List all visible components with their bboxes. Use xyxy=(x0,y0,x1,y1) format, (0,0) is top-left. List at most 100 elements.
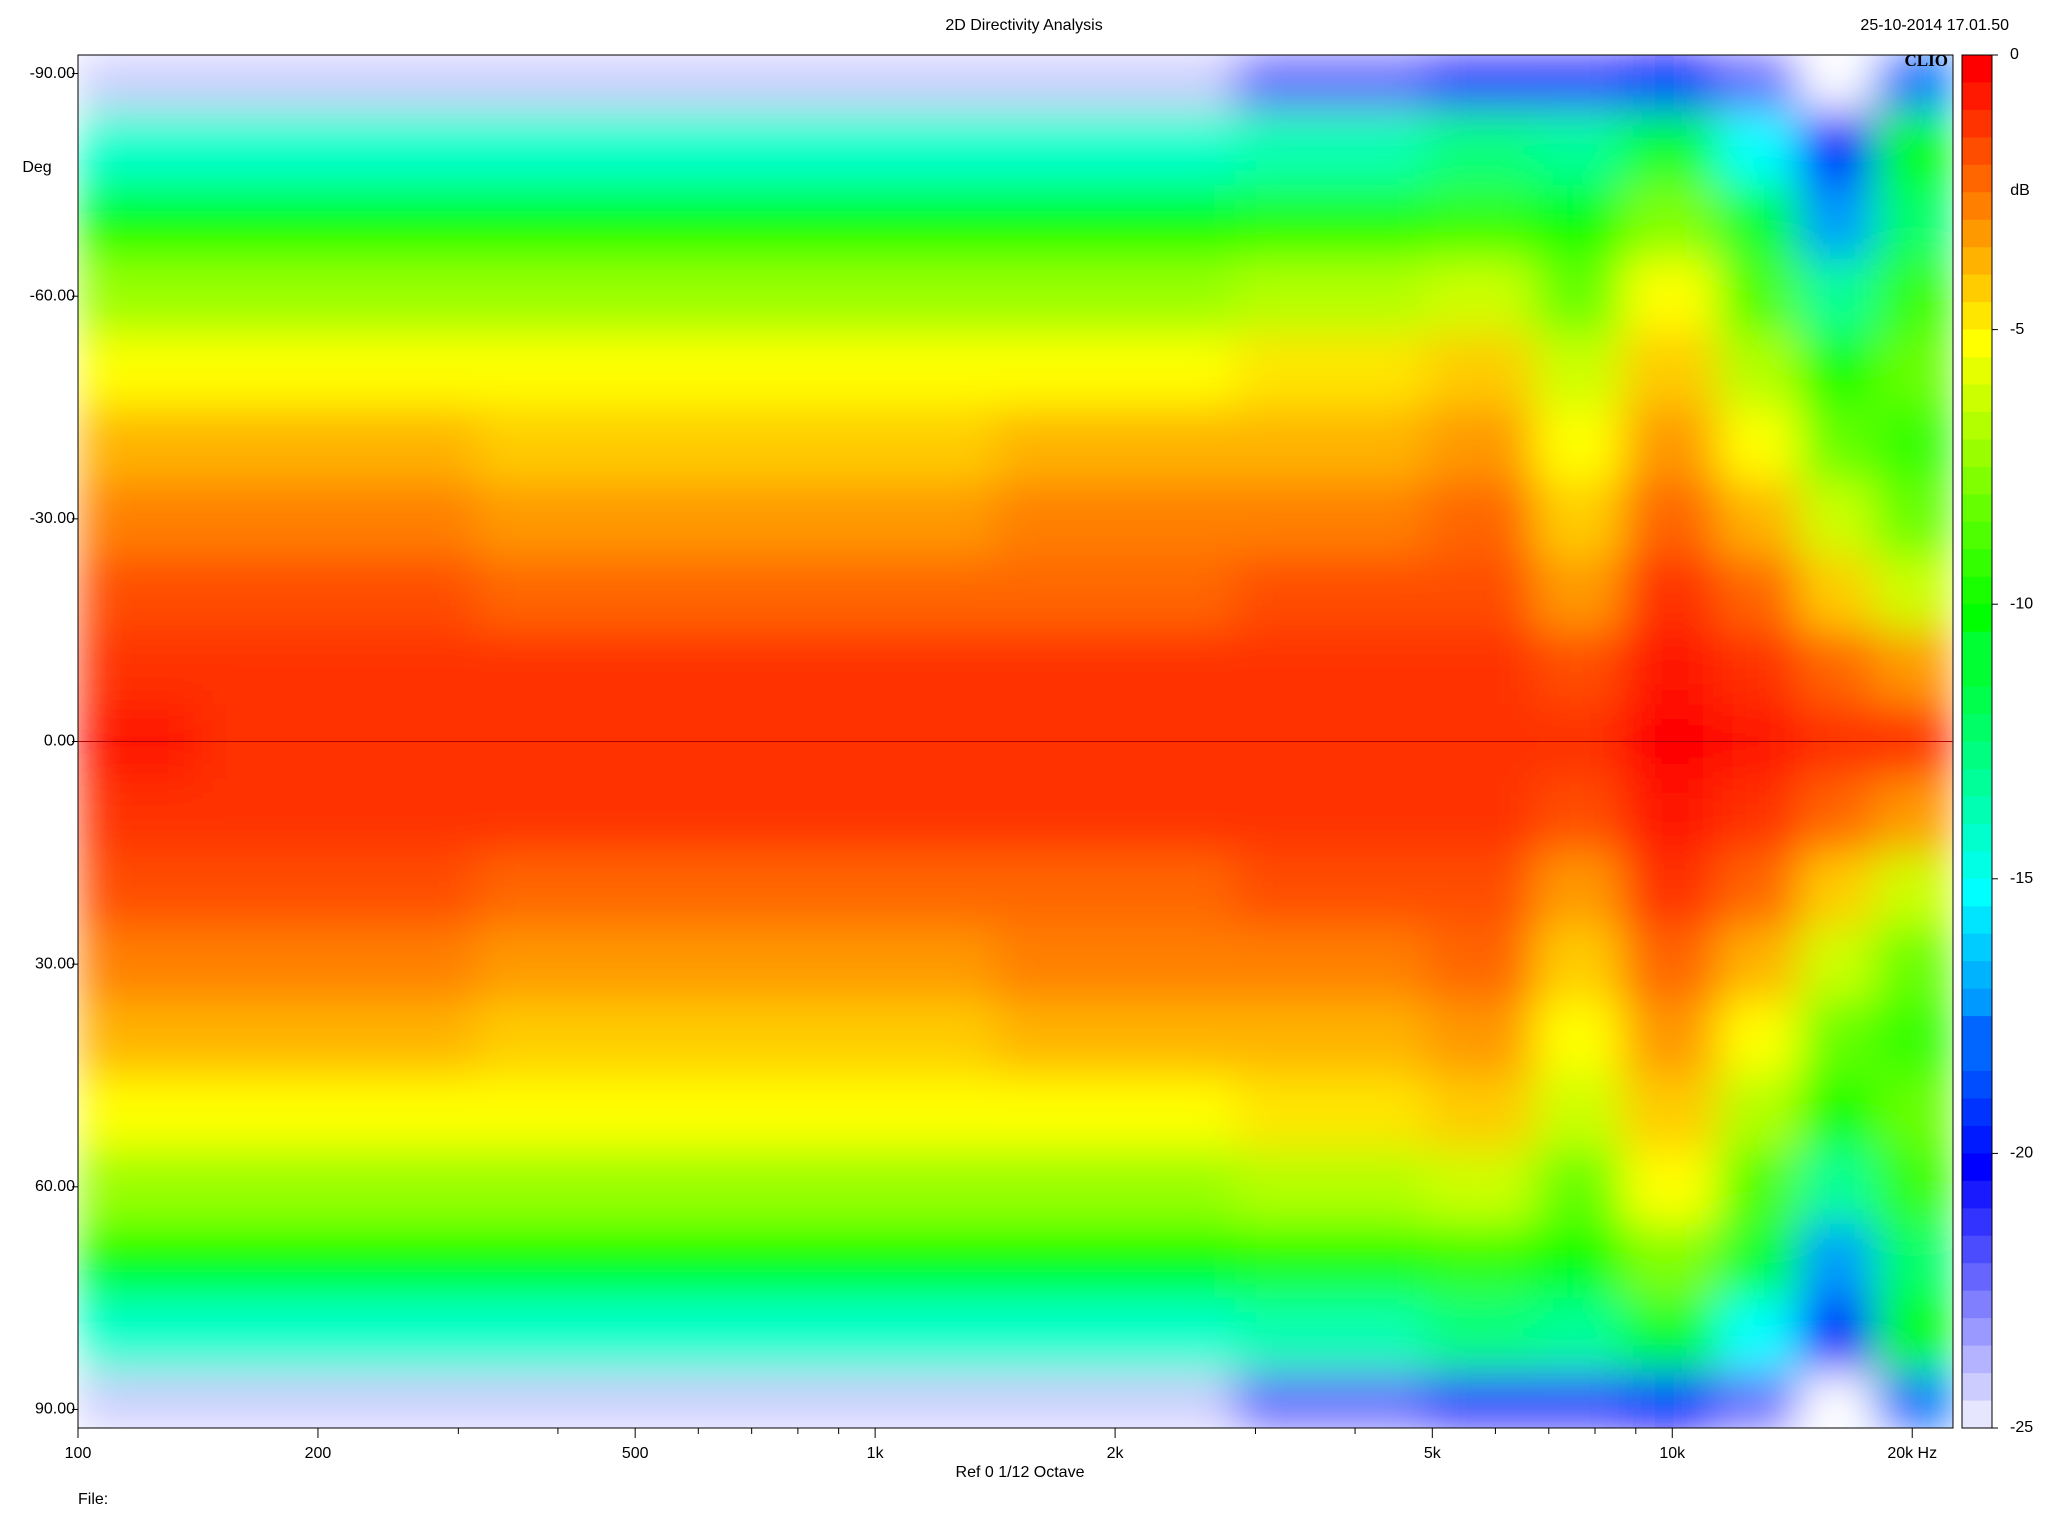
heatmap-cell xyxy=(1425,110,1535,186)
x-tick-label: 200 xyxy=(305,1445,332,1462)
heatmap-cell xyxy=(1235,1075,1426,1151)
colorbar-band xyxy=(1962,1180,1992,1209)
colorbar-band xyxy=(1962,137,1992,166)
heatmap-cell xyxy=(197,407,478,483)
heatmap-cell xyxy=(1799,110,1875,186)
heatmap-cell xyxy=(197,1001,478,1076)
heatmap-cell xyxy=(1873,184,1953,260)
heatmap-cell xyxy=(197,1372,478,1428)
heatmap-cell xyxy=(476,481,756,557)
heatmap-cell xyxy=(1799,55,1875,112)
colorbar-band xyxy=(1962,933,1992,962)
heatmap-cell xyxy=(476,778,756,854)
heatmap-cell xyxy=(1425,555,1535,631)
heatmap-cell xyxy=(1717,1372,1800,1428)
y-axis-label: Deg xyxy=(22,159,51,176)
heatmap-cell xyxy=(1717,1001,1800,1076)
heatmap-cell xyxy=(1873,259,1953,334)
heatmap-cell xyxy=(78,333,199,409)
heatmap-cell xyxy=(1799,259,1875,334)
colorbar-band xyxy=(1962,1400,1992,1429)
heatmap-cell xyxy=(1425,1372,1535,1428)
heatmap-cell xyxy=(1622,555,1719,631)
heatmap-cell xyxy=(755,481,996,557)
heatmap-cell xyxy=(1717,407,1800,483)
heatmap-cell xyxy=(1873,110,1953,186)
heatmap-cell xyxy=(1717,778,1800,854)
heatmap-cell xyxy=(197,555,478,631)
colorbar-band xyxy=(1962,1043,1992,1072)
heatmap-cell xyxy=(995,1149,1236,1225)
colorbar-band xyxy=(1962,329,1992,358)
heatmap-cell xyxy=(197,927,478,1002)
colorbar-band xyxy=(1962,1098,1992,1127)
heatmap-cell xyxy=(755,927,996,1002)
colorbar-band xyxy=(1962,1071,1992,1099)
heatmap-cell xyxy=(1425,259,1535,334)
colorbar-band xyxy=(1962,1373,1992,1402)
heatmap-cell xyxy=(1425,852,1535,928)
heatmap-cell xyxy=(476,1372,756,1428)
heatmap-cell xyxy=(78,184,199,260)
heatmap-cell xyxy=(1799,333,1875,409)
heatmap-cell xyxy=(1235,184,1426,260)
heatmap-cell xyxy=(1717,55,1800,112)
heatmap-cell xyxy=(1799,630,1875,705)
heatmap-cell xyxy=(1799,407,1875,483)
heatmap-cell xyxy=(476,1001,756,1076)
colorbar-tick-label: -10 xyxy=(2010,595,2033,612)
heatmap-cell xyxy=(1873,852,1953,928)
heatmap-cell xyxy=(1534,407,1623,483)
y-tick-label: 30.00 xyxy=(35,955,75,972)
heatmap-cell xyxy=(755,1372,996,1428)
heatmap-cell xyxy=(995,1001,1236,1076)
heatmap-cell xyxy=(78,1149,199,1225)
heatmap-cell xyxy=(1799,1075,1875,1151)
colorbar-band xyxy=(1962,576,1992,605)
heatmap-cell xyxy=(1622,110,1719,186)
heatmap-cell xyxy=(197,259,478,334)
heatmap-cell xyxy=(78,630,199,705)
timestamp: 25-10-2014 17.01.50 xyxy=(1860,17,2009,34)
x-tick-label: 500 xyxy=(622,1445,649,1462)
heatmap-cell xyxy=(476,259,756,334)
colorbar-band xyxy=(1962,906,1992,935)
heatmap-cell xyxy=(755,1223,996,1299)
heatmap-cell xyxy=(197,481,478,557)
heatmap-cell xyxy=(1717,184,1800,260)
heatmap-cell xyxy=(1873,778,1953,854)
heatmap-cell xyxy=(1717,630,1800,705)
y-tick-label: -30.00 xyxy=(30,510,75,527)
colorbar-band xyxy=(1962,768,1992,797)
colorbar-band xyxy=(1962,521,1992,550)
heatmap-cell xyxy=(197,1075,478,1151)
heatmap-cell xyxy=(1717,927,1800,1002)
heatmap-cell xyxy=(1425,927,1535,1002)
colorbar-band xyxy=(1962,466,1992,495)
heatmap-cell xyxy=(755,55,996,112)
heatmap-cell xyxy=(476,184,756,260)
colorbar-band xyxy=(1962,1263,1992,1292)
heatmap-cell xyxy=(1622,630,1719,705)
heatmap-cell xyxy=(1534,55,1623,112)
heatmap-cell xyxy=(1717,333,1800,409)
colorbar-band xyxy=(1962,219,1992,248)
heatmap-cell xyxy=(1534,184,1623,260)
heatmap-cell xyxy=(1622,184,1719,260)
heatmap-cell xyxy=(476,1075,756,1151)
heatmap-cell xyxy=(78,778,199,854)
colorbar-band xyxy=(1962,714,1992,742)
colorbar-tick-label: -25 xyxy=(2010,1419,2033,1436)
heatmap-cell xyxy=(755,407,996,483)
heatmap-cell xyxy=(1534,927,1623,1002)
colorbar-band xyxy=(1962,1016,1992,1045)
heatmap-cell xyxy=(1235,1001,1426,1076)
heatmap-cell xyxy=(1534,778,1623,854)
heatmap-cell xyxy=(1235,1149,1426,1225)
heatmap-cell xyxy=(476,55,756,112)
colorbar-band xyxy=(1962,549,1992,578)
colorbar-band xyxy=(1962,82,1992,111)
x-tick-label: 10k xyxy=(1659,1445,1686,1462)
heatmap-cell xyxy=(197,110,478,186)
heatmap-cell xyxy=(755,778,996,854)
